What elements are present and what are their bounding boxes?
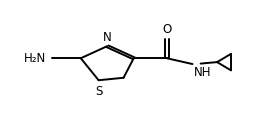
Text: S: S bbox=[95, 85, 102, 98]
Text: H₂N: H₂N bbox=[24, 52, 47, 65]
Text: O: O bbox=[162, 23, 171, 36]
Text: N: N bbox=[103, 31, 112, 44]
Text: NH: NH bbox=[193, 66, 211, 78]
